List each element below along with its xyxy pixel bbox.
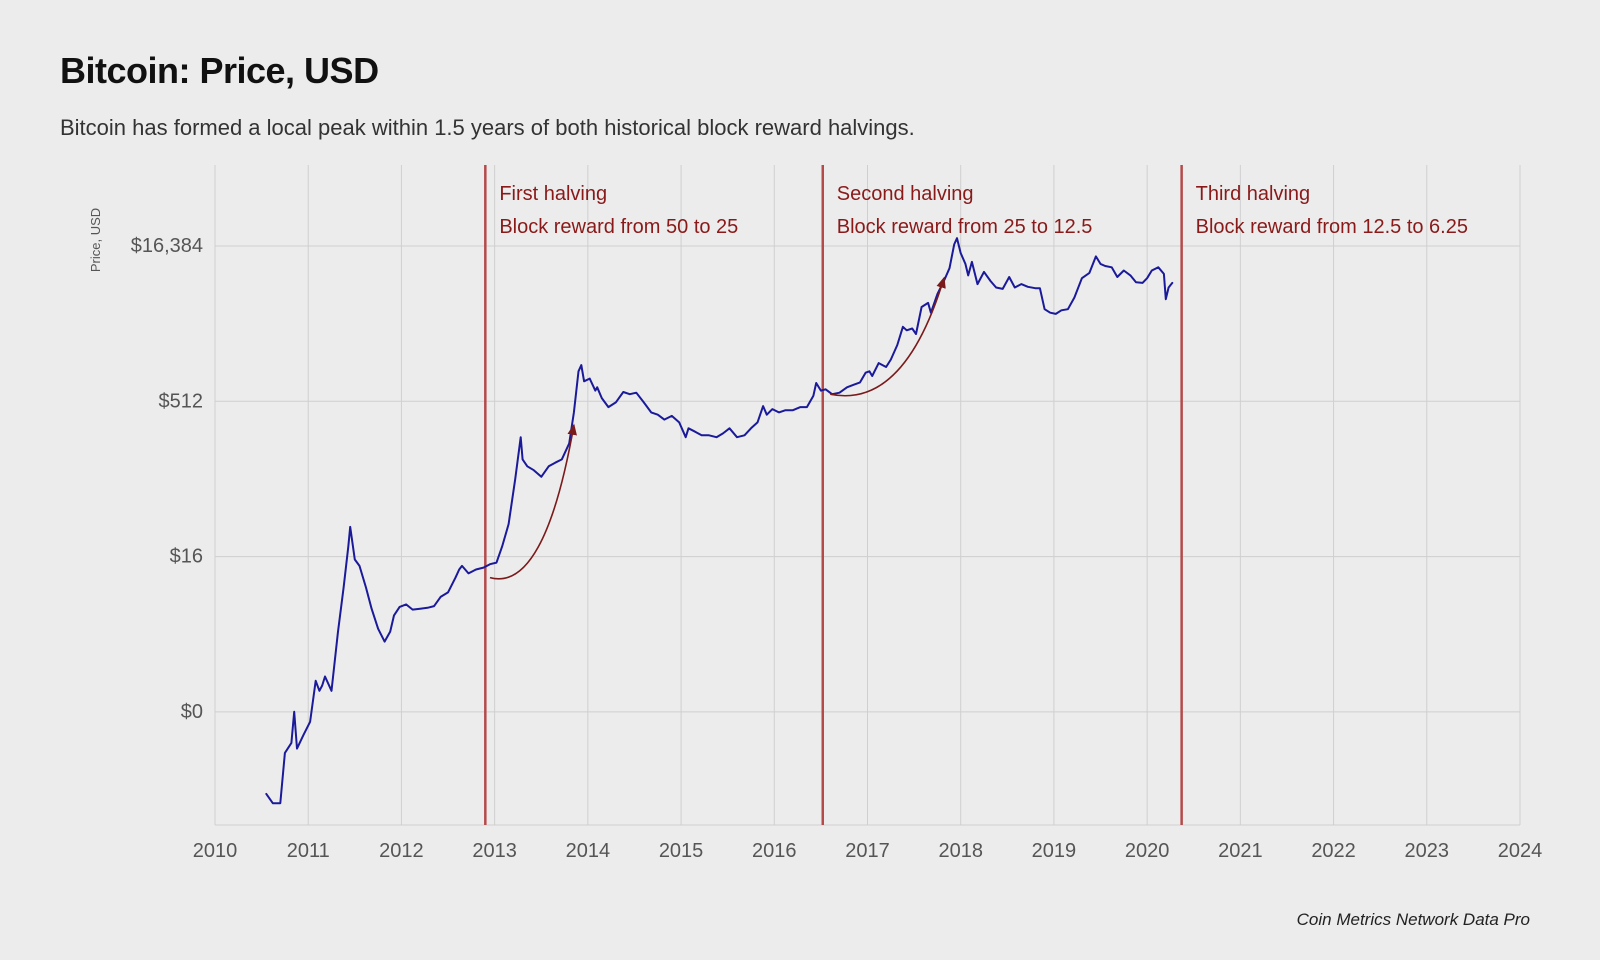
svg-text:2023: 2023 (1405, 840, 1450, 862)
svg-text:2015: 2015 (659, 840, 704, 862)
svg-text:2024: 2024 (1498, 840, 1543, 862)
svg-text:2019: 2019 (1032, 840, 1077, 862)
svg-text:$16,384: $16,384 (131, 235, 203, 257)
svg-text:Block reward from 12.5 to 6.25: Block reward from 12.5 to 6.25 (1196, 216, 1468, 238)
svg-text:$512: $512 (159, 390, 204, 412)
svg-text:2018: 2018 (938, 840, 983, 862)
chart-plot: 2010 2011 2012 2013 2014 2015 2016 2017 2018 2019… (40, 20, 1560, 940)
svg-text:2012: 2012 (379, 840, 424, 862)
svg-text:2016: 2016 (752, 840, 797, 862)
svg-text:2020: 2020 (1125, 840, 1170, 862)
svg-text:Price, USD: Price, USD (88, 208, 103, 272)
chart-frame: Bitcoin: Price, USD Bitcoin has formed a… (40, 20, 1560, 940)
svg-text:2010: 2010 (193, 840, 238, 862)
svg-text:2011: 2011 (287, 840, 330, 862)
svg-text:$0: $0 (181, 701, 203, 723)
svg-text:2017: 2017 (845, 840, 890, 862)
svg-text:Block reward from 25 to 12.5: Block reward from 25 to 12.5 (837, 216, 1093, 238)
svg-text:Third halving: Third halving (1196, 183, 1311, 205)
attribution-label: Coin Metrics Network Data Pro (1297, 910, 1530, 930)
svg-text:2022: 2022 (1311, 840, 1356, 862)
svg-text:Block reward from 50 to 25: Block reward from 50 to 25 (499, 216, 738, 238)
svg-text:Second halving: Second halving (837, 183, 974, 205)
svg-text:$16: $16 (170, 546, 203, 568)
svg-text:2013: 2013 (472, 840, 516, 862)
svg-text:First halving: First halving (499, 183, 607, 205)
svg-text:2014: 2014 (566, 840, 611, 862)
svg-text:2021: 2021 (1218, 840, 1263, 862)
